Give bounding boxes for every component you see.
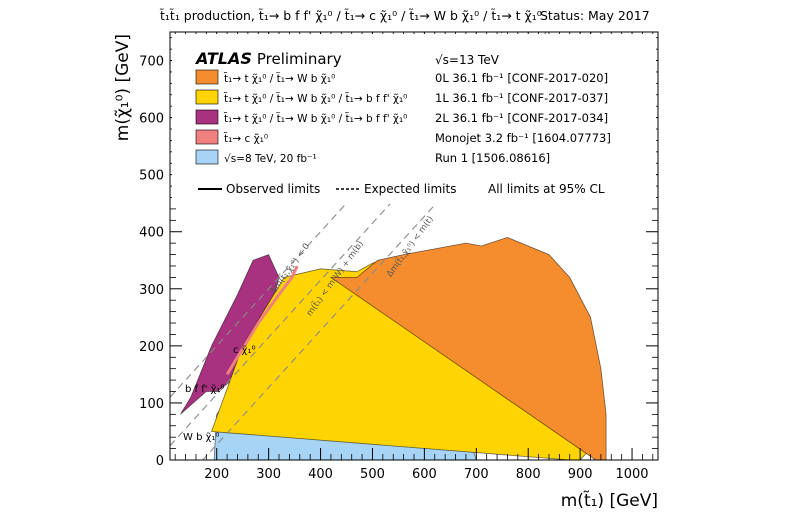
y-tick-label: 600 <box>139 112 164 127</box>
y-tick-label: 200 <box>139 340 164 355</box>
x-tick-label: 200 <box>204 467 229 482</box>
x-axis-title: m(t̃₁) [GeV] <box>561 490 658 511</box>
y-axis-title: m(χ̃₁⁰) [GeV] <box>113 34 133 141</box>
cl-note: All limits at 95% CL <box>488 182 605 196</box>
expected-limits-label: Expected limits <box>364 182 456 196</box>
legend-info: 2L 36.1 fb⁻¹ [CONF-2017-034] <box>435 111 608 125</box>
legend-background <box>172 34 656 204</box>
experiment-label: ATLAS Preliminary <box>194 49 342 68</box>
y-tick-label: 100 <box>139 397 164 412</box>
legend-swatch <box>195 109 219 125</box>
legend-label: t̃₁→ t χ̃₁⁰ / t̃₁→ W b χ̃₁⁰ <box>223 72 335 85</box>
series-0l-36-1-fb-conf-2017-020 <box>329 236 607 460</box>
x-tick-label: 600 <box>412 467 437 482</box>
energy-label: √s=13 TeV <box>435 53 500 67</box>
y-tick-label: 300 <box>139 283 164 298</box>
x-tick-label: 700 <box>464 467 489 482</box>
x-tick-label: 800 <box>516 467 541 482</box>
x-tick-label: 500 <box>360 467 385 482</box>
status-label: Status: May 2017 <box>540 8 650 23</box>
region-label: c χ̃₁⁰ <box>233 344 255 356</box>
region-label: W b χ̃₁⁰ <box>183 431 219 443</box>
y-tick-label: 700 <box>139 55 164 70</box>
series-monojet-3-2-fb-1604-07773 <box>225 265 299 376</box>
legend-swatch <box>195 69 219 85</box>
y-tick-label: 0 <box>156 454 164 469</box>
legend-label: t̃₁→ t χ̃₁⁰ / t̃₁→ W b χ̃₁⁰ / t̃₁→ b f f… <box>223 92 407 105</box>
legend-info: 0L 36.1 fb⁻¹ [CONF-2017-020] <box>435 71 608 85</box>
diag-w-plus-b <box>170 32 548 447</box>
diag-top-mass <box>201 32 593 460</box>
legend-swatch <box>195 149 219 165</box>
legend-info: 1L 36.1 fb⁻¹ [CONF-2017-037] <box>435 91 608 105</box>
legend-swatch <box>195 89 219 105</box>
y-tick-label: 400 <box>139 226 164 241</box>
x-tick-label: 1000 <box>615 467 648 482</box>
x-tick-label: 300 <box>256 467 281 482</box>
legend-label: t̃₁→ t χ̃₁⁰ / t̃₁→ W b χ̃₁⁰ / t̃₁→ b f f… <box>223 112 407 125</box>
legend-label: √s=8 TeV, 20 fb⁻¹ <box>224 153 317 165</box>
y-tick-label: 500 <box>139 169 164 184</box>
region-label: b f f' χ̃₁⁰ <box>185 383 224 395</box>
x-tick-label: 900 <box>568 467 593 482</box>
legend-swatch <box>195 129 219 145</box>
process-title: t̃₁t̃₁ production, t̃₁→ b f f' χ̃₁⁰ / t̃… <box>160 8 542 23</box>
legend-label: t̃₁→ c χ̃₁⁰ <box>223 132 268 145</box>
observed-limits-label: Observed limits <box>226 182 320 196</box>
legend-info: Monojet 3.2 fb⁻¹ [1604.07773] <box>435 131 611 145</box>
legend-info: Run 1 [1506.08616] <box>435 151 550 165</box>
diag-dm-zero <box>170 32 503 398</box>
x-tick-label: 400 <box>308 467 333 482</box>
